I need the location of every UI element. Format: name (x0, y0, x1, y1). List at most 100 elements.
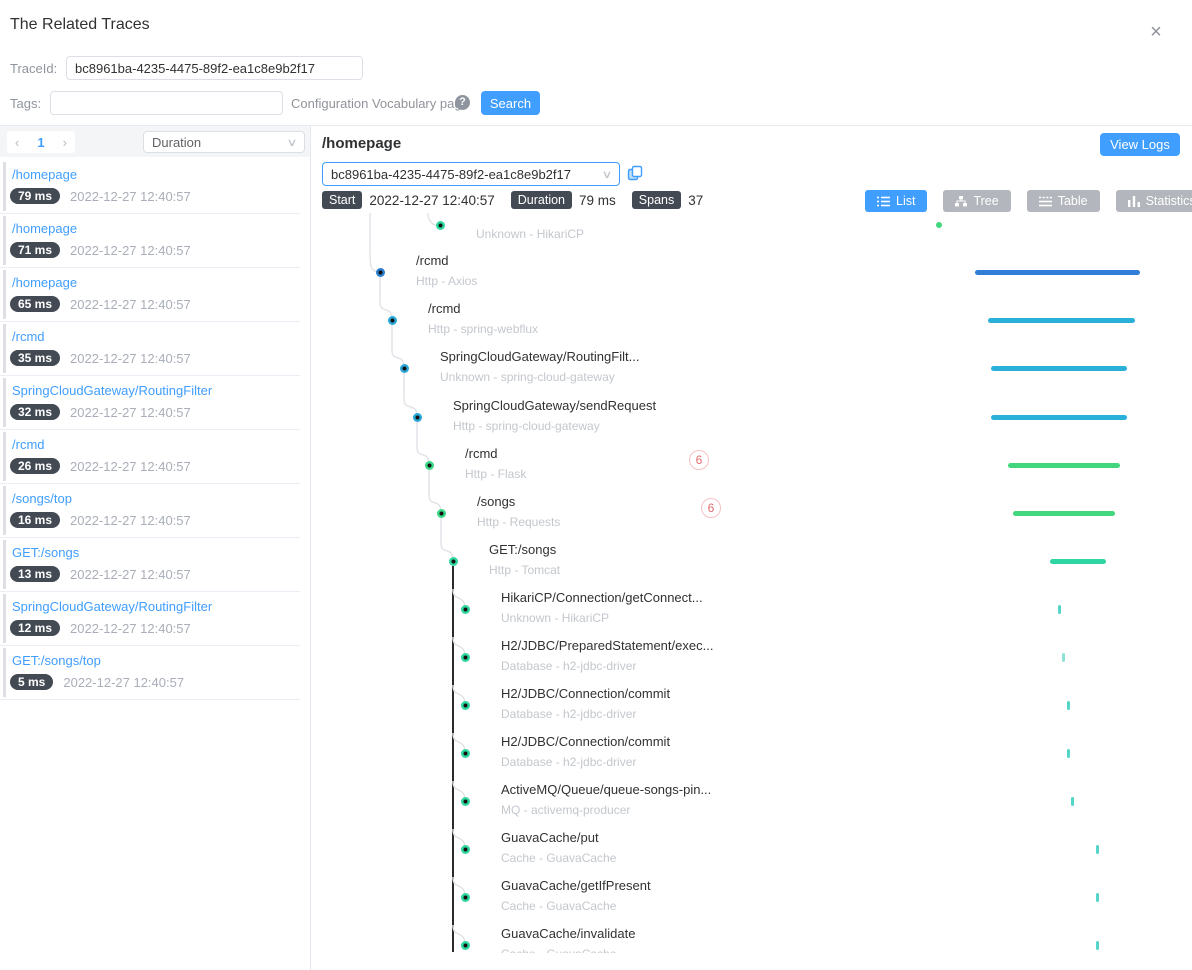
trace-name-link[interactable]: SpringCloudGateway/RoutingFilter (12, 383, 213, 398)
trace-name-link[interactable]: /homepage (12, 275, 78, 290)
span-title[interactable]: SpringCloudGateway/sendRequest (453, 398, 657, 413)
copy-icon[interactable] (627, 165, 643, 181)
span-duration-bar[interactable] (991, 414, 1127, 420)
span-node-dot[interactable] (460, 844, 470, 854)
trace-name-link[interactable]: /homepage (12, 221, 78, 236)
span-node-dot[interactable] (375, 267, 385, 277)
span-node-dot[interactable] (448, 556, 458, 566)
view-button-list[interactable]: List (865, 190, 928, 212)
view-button-label: Table (1057, 194, 1088, 208)
trace-timestamp: 2022-12-27 12:40:57 (70, 458, 191, 474)
span-layer-component: Database - h2-jdbc-driver (501, 707, 637, 721)
span-title[interactable]: /songs (477, 494, 516, 509)
span-duration-bar[interactable] (1071, 796, 1074, 806)
span-layer-component: Http - Flask (465, 467, 527, 481)
span-title[interactable]: HikariCP/Connection/getConnect... (501, 590, 703, 605)
trace-list-item[interactable]: /rcmd 35 ms 2022-12-27 12:40:57 (0, 322, 300, 376)
duration-value: 79 ms (579, 192, 616, 208)
span-title[interactable]: GET:/songs (489, 542, 557, 557)
span-node-dot[interactable] (435, 220, 445, 230)
span-duration-bar[interactable] (991, 365, 1127, 371)
span-duration-bar[interactable] (1096, 844, 1099, 854)
duration-badge: 65 ms (10, 296, 61, 312)
span-title[interactable]: /rcmd (416, 253, 449, 268)
chevron-down-icon: ∨ (601, 168, 613, 181)
close-icon[interactable]: × (1150, 21, 1162, 43)
trace-name-link[interactable]: SpringCloudGateway/RoutingFilter (12, 599, 213, 614)
span-duration-bar[interactable] (988, 317, 1135, 323)
span-title[interactable]: ActiveMQ/Queue/queue-songs-pin... (501, 782, 712, 797)
span-count-badge: 6 (689, 450, 709, 470)
trace-name-link[interactable]: /songs/top (12, 491, 72, 506)
page-number[interactable]: 1 (37, 134, 45, 150)
span-title[interactable]: H2/JDBC/PreparedStatement/exec... (501, 638, 714, 653)
span-node-dot[interactable] (460, 796, 470, 806)
view-button-table[interactable]: Table (1026, 190, 1100, 212)
span-title[interactable]: GuavaCache/put (501, 830, 599, 845)
span-duration-bar[interactable] (1067, 700, 1070, 710)
span-title[interactable]: H2/JDBC/Connection/commit (501, 686, 671, 701)
list-icon (877, 196, 890, 207)
span-duration-bar[interactable] (1067, 748, 1070, 758)
duration-badge: 13 ms (10, 566, 61, 582)
trace-id-select[interactable]: bc8961ba-4235-4475-89f2-ea1c8e9b2f17 ∨ (322, 162, 620, 186)
view-logs-button[interactable]: View Logs (1100, 133, 1180, 156)
chevron-down-icon: ∨ (286, 136, 298, 149)
span-node-dot[interactable] (460, 940, 470, 950)
span-node-dot[interactable] (460, 652, 470, 662)
span-count-badge: 6 (701, 498, 721, 518)
span-duration-bar[interactable] (1062, 652, 1065, 662)
trace-name-link[interactable]: /rcmd (12, 437, 45, 452)
trace-list-item[interactable]: /homepage 65 ms 2022-12-27 12:40:57 (0, 268, 300, 322)
question-icon[interactable]: ? (455, 95, 470, 110)
span-duration-bar[interactable] (1096, 892, 1099, 902)
view-button-statistics[interactable]: Statistics (1115, 190, 1192, 212)
span-node-dot[interactable] (460, 748, 470, 758)
span-node-dot[interactable] (412, 412, 422, 422)
span-title[interactable]: GuavaCache/invalidate (501, 926, 636, 941)
span-duration-bar[interactable] (975, 269, 1140, 275)
trace-list-item[interactable]: GET:/songs 13 ms 2022-12-27 12:40:57 (0, 538, 300, 592)
trace-list-item[interactable]: SpringCloudGateway/RoutingFilter 32 ms 202… (0, 376, 300, 430)
span-duration-bar[interactable] (1096, 940, 1099, 950)
span-node-dot[interactable] (436, 508, 446, 518)
span-node-dot[interactable] (424, 460, 434, 470)
trace-list-item[interactable]: /songs/top 16 ms 2022-12-27 12:40:57 (0, 484, 300, 538)
trace-timestamp: 2022-12-27 12:40:57 (70, 188, 191, 204)
span-duration-bar[interactable] (1058, 604, 1061, 614)
trace-list-item[interactable]: /rcmd 26 ms 2022-12-27 12:40:57 (0, 430, 300, 484)
trace-name-link[interactable]: /homepage (12, 167, 78, 182)
page-prev-icon[interactable]: ‹ (15, 134, 20, 150)
traceid-input[interactable] (66, 56, 363, 80)
trace-timestamp: 2022-12-27 12:40:57 (70, 512, 191, 528)
span-duration-bar[interactable] (1008, 462, 1120, 468)
span-title[interactable]: SpringCloudGateway/RoutingFilt... (440, 349, 640, 364)
search-button[interactable]: Search (481, 91, 540, 115)
span-title[interactable]: /rcmd (465, 446, 498, 461)
span-node-dot[interactable] (460, 892, 470, 902)
trace-list-item[interactable]: SpringCloudGateway/RoutingFilter 12 ms 202… (0, 592, 300, 646)
span-layer-component: Cache - GuavaCache (501, 851, 617, 865)
span-duration-bar[interactable] (1013, 510, 1115, 516)
span-title[interactable]: /rcmd (428, 301, 461, 316)
span-node-dot[interactable] (460, 700, 470, 710)
trace-name-link[interactable]: GET:/songs (12, 545, 80, 560)
tags-input[interactable] (50, 91, 283, 115)
span-title[interactable]: H2/JDBC/Connection/commit (501, 734, 671, 749)
trace-list-item[interactable]: /homepage 79 ms 2022-12-27 12:40:57 (0, 160, 300, 214)
page-next-icon[interactable]: › (62, 134, 67, 150)
span-title[interactable]: GuavaCache/getIfPresent (501, 878, 651, 893)
view-button-tree[interactable]: Tree (943, 190, 1011, 212)
span-duration-bar[interactable] (936, 222, 942, 228)
trace-name-link[interactable]: /rcmd (12, 329, 45, 344)
spans-value: 37 (688, 192, 704, 208)
trace-name-link[interactable]: GET:/songs/top (12, 653, 101, 668)
span-duration-bar[interactable] (1050, 558, 1106, 564)
span-layer-component: MQ - activemq-producer (501, 803, 631, 817)
sort-select[interactable]: Duration ∨ (143, 131, 305, 153)
trace-list-item[interactable]: /homepage 71 ms 2022-12-27 12:40:57 (0, 214, 300, 268)
trace-list-item[interactable]: GET:/songs/top 5 ms 2022-12-27 12:40:57 (0, 646, 300, 700)
span-node-dot[interactable] (387, 315, 397, 325)
span-node-dot[interactable] (399, 363, 409, 373)
span-node-dot[interactable] (460, 604, 470, 614)
